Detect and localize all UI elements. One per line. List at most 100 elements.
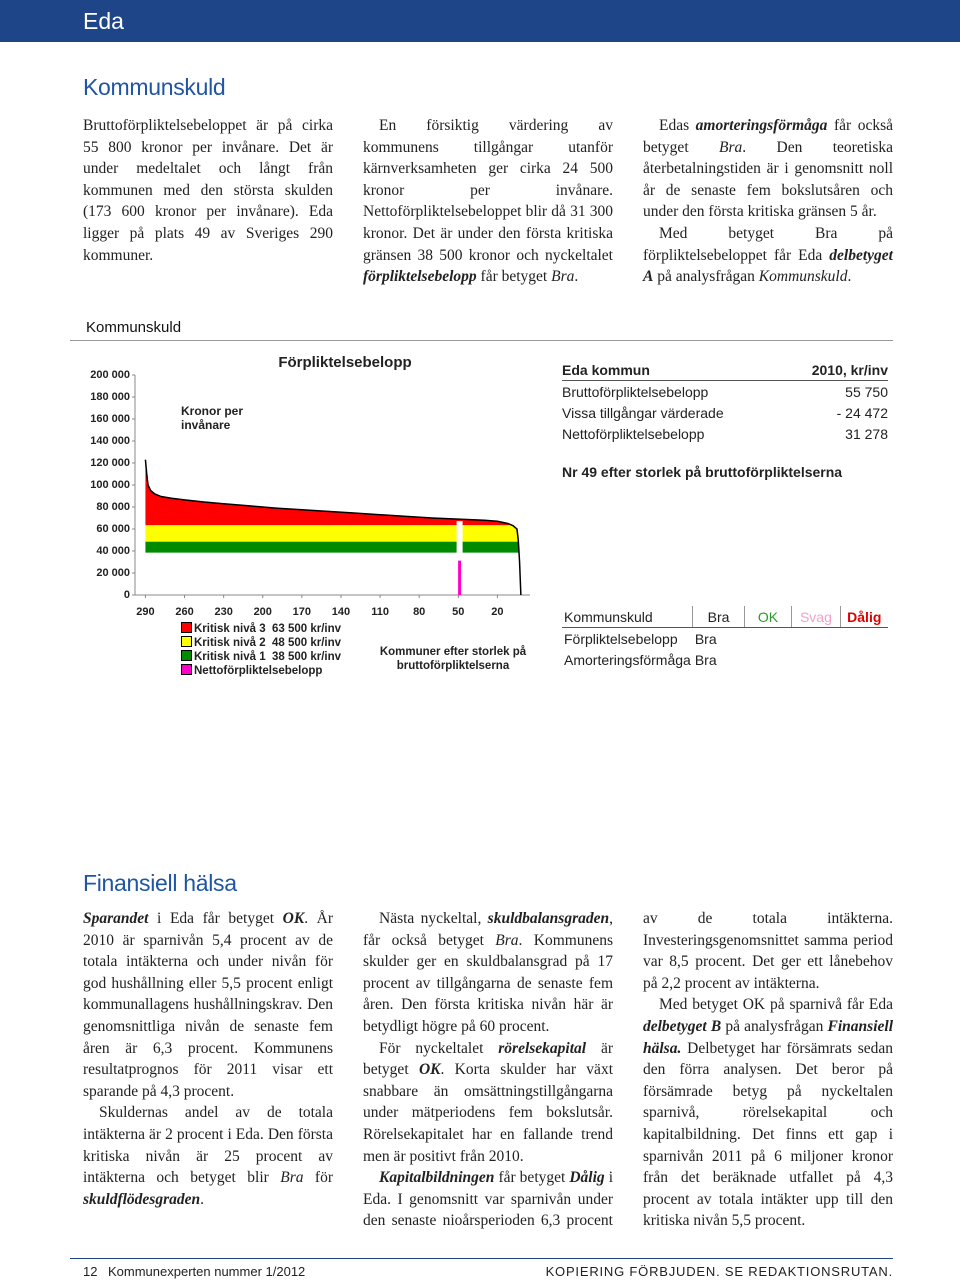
cell: Vissa tillgångar värderade: [562, 404, 724, 421]
text-run: Bra: [719, 138, 743, 156]
rating-header: OK: [743, 606, 792, 628]
legend-swatch: [181, 650, 192, 661]
table-header: 2010, kr/inv: [783, 359, 888, 381]
level-band: [145, 459, 512, 526]
text-run: delbetyget A: [643, 246, 893, 286]
y-axis-label: Kronor per invånare: [181, 404, 244, 432]
text-run: för: [303, 1169, 333, 1187]
text-run: får betyget: [476, 268, 552, 286]
paragraph: Med betyget OK på sparnivå får Eda delbe…: [643, 994, 893, 1232]
rating-header: Kommunskuld: [562, 606, 693, 628]
cell: Amorteringsförmåga: [564, 651, 691, 668]
text-run: Nästa nyckeltal,: [379, 910, 488, 927]
text-run: . Kommunens skulder ger en skuldbalansgr…: [363, 931, 613, 1035]
legend-text: Kritisk nivå 2: [194, 637, 266, 649]
section-heading: Kommunskuld: [83, 74, 226, 100]
y-tick-label: 60 000: [96, 523, 130, 535]
y-tick-label: 80 000: [96, 501, 130, 513]
legend-swatch: [181, 636, 192, 647]
rank-note: Nr 49 efter storlek på bruttoförpliktels…: [562, 464, 843, 480]
x-tick-label: 20: [491, 606, 503, 618]
text-run: Bra: [280, 1169, 304, 1187]
x-axis-label: Kommuner efter storlek på bruttoförplikt…: [379, 646, 527, 672]
text-run: skuldflödesgraden: [83, 1190, 201, 1208]
copyright-note: KOPIERING FÖRBJUDEN. SE REDAKTIONSRUTAN.: [545, 1264, 893, 1279]
x-tick-label: 140: [332, 606, 350, 618]
paragraph: Bruttoförpliktelsebeloppet är på cirka 5…: [83, 115, 333, 266]
text-run: rörelsekapital: [498, 1039, 587, 1057]
x-tick-label: 260: [175, 606, 193, 618]
x-tick-label: 200: [254, 606, 272, 618]
text-run: Kommunskuld: [758, 268, 848, 286]
x-tick-label: 110: [371, 606, 389, 618]
y-tick-label: 40 000: [96, 545, 130, 557]
legend: Kritisk nivå 3 63 500 kr/inv Kritisk nivå…: [181, 622, 341, 678]
cell: 55 750: [845, 383, 888, 400]
text-run: Kapitalbildningen: [379, 1169, 495, 1187]
y-tick-label: 0: [124, 589, 130, 601]
paragraph: Kapitalbildningen får betyget Dålig i Ed…: [363, 908, 893, 1232]
x-tick-label: 230: [214, 606, 232, 618]
text-run: .: [574, 268, 579, 286]
paragraph: Sparandet i Eda får betyget OK. År 2010 …: [83, 908, 333, 1102]
chart: Förpliktelsebelopp 0 20 000 40 000 60 000 80…: [90, 354, 530, 618]
text-run: är betyget: [363, 1039, 613, 1079]
text-run: Med betyget OK på sparnivå får Eda: [659, 996, 893, 1014]
paragraph: En försiktig värdering av kommunens till…: [363, 115, 613, 288]
marker-gap: [456, 521, 463, 555]
text-run: .: [200, 1190, 204, 1208]
x-tick-label: 170: [293, 606, 311, 618]
text-run: amorteringsförmåga: [695, 117, 828, 134]
text-run: Sparandet: [83, 910, 149, 927]
text-run: , får också betyget: [363, 910, 613, 949]
curve: [144, 459, 522, 596]
y-tick-label: 140 000: [90, 435, 130, 447]
facts-table: Eda kommun 2010, kr/inv Bruttoförpliktels…: [562, 359, 888, 444]
text-run: Dålig: [569, 1169, 605, 1187]
legend-text: 48 500 kr/inv: [271, 637, 342, 649]
legend-entry: Kritisk nivå 2 48 500 kr/inv: [181, 636, 341, 650]
legend-text: 38 500 kr/inv: [271, 651, 342, 663]
text-run: För nyckeltalet: [379, 1039, 499, 1057]
text-run: får betyget: [494, 1169, 570, 1187]
text-run: skuldbalansgraden: [487, 910, 610, 927]
rating-header: Dålig: [839, 606, 888, 628]
x-tick-label: 50: [452, 606, 464, 618]
legend-text: Kritisk nivå 3: [194, 623, 266, 635]
cell: Bra: [694, 651, 717, 668]
top-bar: Eda: [0, 0, 960, 42]
panel-title: Kommunskuld: [86, 319, 182, 336]
legend-swatch: [181, 622, 192, 633]
text-run: OK: [282, 910, 305, 927]
y-tick-label: 120 000: [90, 457, 130, 469]
y-tick-label: 20 000: [96, 567, 130, 579]
chart-title: Förpliktelsebelopp: [278, 354, 411, 371]
paragraph: Skuldernas andel av de totala intäkterna…: [83, 1102, 333, 1210]
text-run: Bruttoförpliktelsebeloppet är på cirka 5…: [83, 117, 333, 264]
text-run: förpliktelsebelopp: [363, 268, 477, 286]
rule: [70, 1258, 893, 1259]
y-tick-label: 100 000: [90, 479, 130, 491]
legend-swatch: [181, 664, 192, 675]
body-text: Bruttoförpliktelsebeloppet är på cirka 5…: [83, 115, 893, 305]
cell: Bruttoförpliktelsebelopp: [562, 383, 709, 400]
y-tick-label: 160 000: [90, 413, 130, 425]
cell: Bra: [694, 630, 717, 647]
page-title: Eda: [83, 8, 124, 34]
paragraph: Med betyget Bra på förpliktelsebeloppet …: [643, 223, 893, 288]
text-run: . Korta skulder har växt snabbare än oms…: [363, 1061, 613, 1165]
y-tick-label: 200 000: [90, 369, 130, 381]
paragraph: Edas amorteringsförmåga får också betyge…: [643, 115, 893, 223]
cell: 31 278: [845, 425, 888, 442]
text-run: Bra: [495, 931, 519, 949]
text-run: Skuldernas andel av de totala intäkterna…: [83, 1104, 333, 1187]
cell: Förpliktelsebelopp: [564, 630, 678, 647]
table-header: Eda kommun: [562, 359, 784, 381]
text-run: OK: [418, 1061, 441, 1079]
level-band: [145, 525, 519, 542]
text-run: Med betyget Bra på förpliktelsebeloppet …: [643, 224, 893, 264]
text-run: i Eda får betyget: [148, 910, 283, 927]
text-run: i Eda. I genomsnitt var sparnivån under …: [363, 910, 893, 1230]
text-run: Delbetyget har försämrats sedan den förr…: [643, 1039, 893, 1230]
